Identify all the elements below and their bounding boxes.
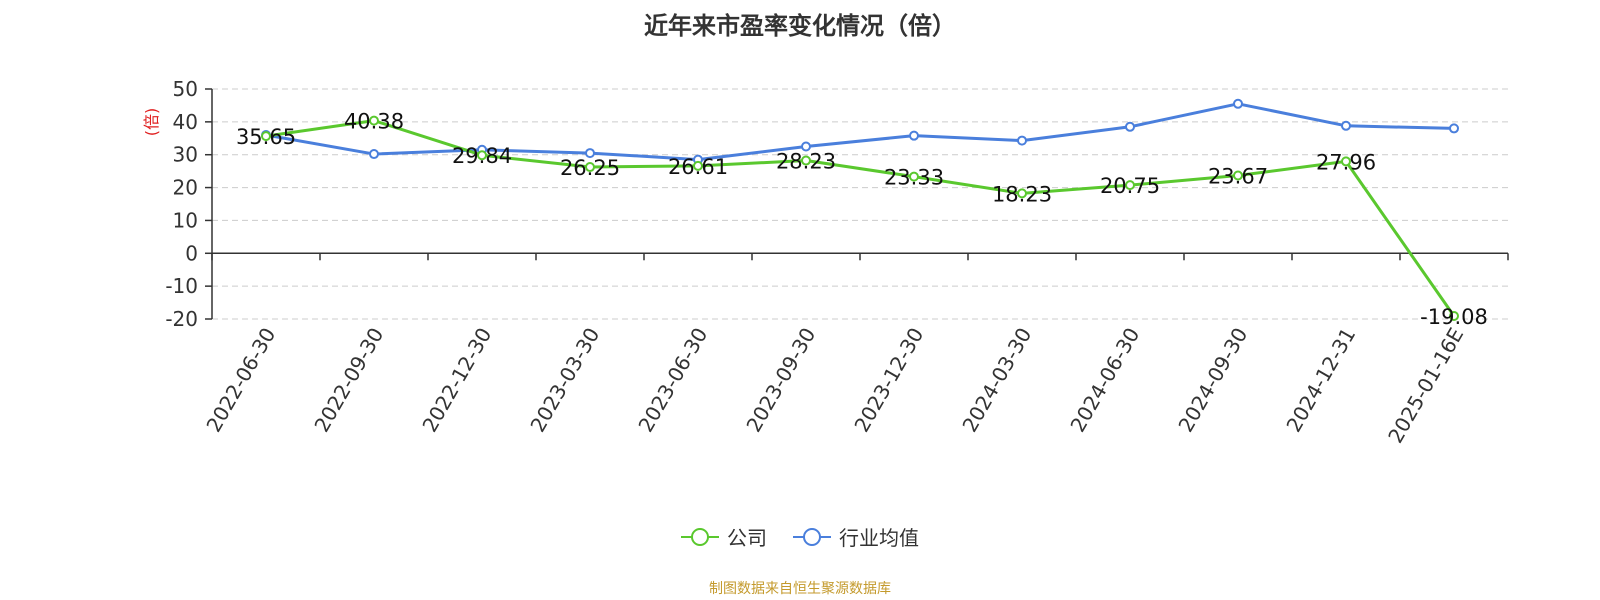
data-label-company: 35.65 xyxy=(236,125,296,149)
legend-industry-marker-icon xyxy=(793,527,831,546)
data-point-industry xyxy=(1233,98,1243,109)
data-point-industry xyxy=(801,141,811,152)
data-point-company xyxy=(693,160,703,171)
x-tick-label: 2023-03-30 xyxy=(525,324,604,437)
data-point-company xyxy=(1341,156,1351,167)
data-point-industry xyxy=(369,149,379,160)
legend-item-industry[interactable]: 行业均值 xyxy=(793,522,919,551)
data-label-company: 40.38 xyxy=(344,110,404,134)
y-axis-label: (倍) xyxy=(142,108,161,137)
data-point-company xyxy=(1125,180,1135,191)
data-point-company xyxy=(1449,310,1459,321)
data-label-company: 23.33 xyxy=(884,166,944,190)
data-label-company: 28.23 xyxy=(776,150,836,174)
y-tick-label: 30 xyxy=(173,143,198,167)
data-source-note: 制图数据来自恒生聚源数据库 xyxy=(709,581,891,597)
x-tick-label: 2023-09-30 xyxy=(741,324,820,437)
data-label-company: 27.96 xyxy=(1316,150,1376,174)
data-label-company: 23.67 xyxy=(1208,165,1268,189)
x-tick-label: 2024-06-30 xyxy=(1065,324,1144,437)
data-point-company xyxy=(1233,170,1243,181)
data-point-company xyxy=(1017,188,1027,199)
y-tick-label: -20 xyxy=(165,307,198,331)
data-label-company: 29.84 xyxy=(452,144,512,168)
data-label-company: -19.08 xyxy=(1420,305,1488,329)
y-tick-label: 0 xyxy=(185,241,198,265)
y-tick-label: 40 xyxy=(173,110,198,134)
legend-label-company: 公司 xyxy=(727,526,767,550)
x-tick-label: 2024-12-31 xyxy=(1281,324,1360,437)
data-point-company xyxy=(261,131,271,142)
data-label-company: 26.25 xyxy=(560,156,620,180)
data-point-industry xyxy=(1449,123,1459,134)
data-point-company xyxy=(585,162,595,173)
legend-label-industry: 行业均值 xyxy=(839,526,919,550)
y-tick-label: 10 xyxy=(173,208,198,232)
legend-item-company[interactable]: 公司 xyxy=(681,522,767,551)
x-tick-label: 2024-09-30 xyxy=(1173,324,1252,437)
data-point-company xyxy=(801,155,811,166)
data-label-company: 26.61 xyxy=(668,155,728,179)
data-point-company xyxy=(369,115,379,126)
x-tick-label: 2024-03-30 xyxy=(957,324,1036,437)
series-line-company xyxy=(265,119,1456,317)
data-point-industry xyxy=(1125,121,1135,132)
data-label-company: 20.75 xyxy=(1100,174,1160,198)
x-tick-label: 2025-01-16E xyxy=(1383,324,1468,448)
x-tick-label: 2023-12-30 xyxy=(849,324,928,437)
data-point-industry xyxy=(909,130,919,141)
chart-title: 近年来市盈率变化情况（倍） xyxy=(644,12,956,40)
x-tick-label: 2023-06-30 xyxy=(633,324,712,437)
legend-company-marker-icon xyxy=(681,527,719,546)
data-label-company: 18.23 xyxy=(992,182,1052,206)
data-point-company xyxy=(909,171,919,182)
data-point-industry xyxy=(1341,120,1351,131)
x-tick-label: 2022-06-30 xyxy=(201,324,280,437)
data-point-industry xyxy=(585,148,595,159)
y-tick-label: -10 xyxy=(165,274,198,298)
y-tick-label: 50 xyxy=(173,77,198,101)
data-point-company xyxy=(477,150,487,161)
legend: 公司 行业均值 xyxy=(0,522,1600,551)
data-point-industry xyxy=(1017,135,1027,146)
x-tick-label: 2022-09-30 xyxy=(309,324,388,437)
y-tick-label: 20 xyxy=(173,176,198,200)
x-tick-label: 2022-12-30 xyxy=(417,324,496,437)
series-line-industry xyxy=(265,102,1455,162)
